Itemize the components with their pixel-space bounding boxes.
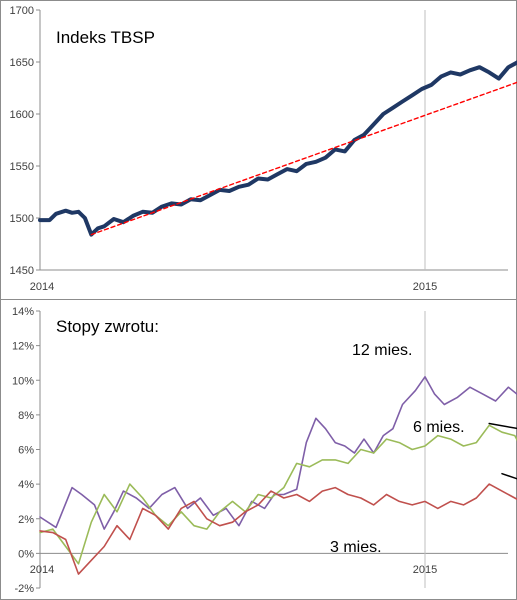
returns-chart-title: Stopy zwrotu: (56, 317, 159, 336)
trend-line-dashed (90, 81, 517, 236)
tbsp-chart-title: Indeks TBSP (56, 28, 155, 47)
x-tick-label: 2015 (413, 564, 437, 576)
y-tick-label: 2% (18, 514, 34, 526)
label-3-mies: 3 mies. (330, 539, 382, 556)
tbsp-y-tick-labels: 1450 1500 1550 1600 1650 1700 (10, 5, 40, 277)
y-tick-label: 1600 (10, 109, 34, 121)
y-tick-label: 1700 (10, 5, 34, 17)
y-tick-label: 1550 (10, 161, 34, 173)
y-tick-label: -2% (14, 583, 34, 595)
label-12-mies: 12 mies. (352, 342, 412, 359)
y-tick-label: 8% (18, 410, 34, 422)
returns-chart: -2% 0% 2% 4% 6% 8% 10% 12% 14% 2014 2015 Stopy zw… (12, 306, 517, 595)
y-tick-label: 1650 (10, 57, 34, 69)
tbsp-axes (39, 10, 508, 271)
y-tick-label: 1500 (10, 213, 34, 225)
y-tick-label: 14% (12, 306, 34, 318)
tbsp-index-chart: 1450 1500 1550 1600 1650 1700 2014 2015 Indeks… (10, 5, 517, 293)
x-tick-label: 2014 (30, 564, 54, 576)
series-line-6-mies (39, 424, 517, 565)
y-tick-label: 0% (18, 548, 34, 560)
tbsp-x-tick-labels: 2014 2015 (30, 281, 437, 293)
returns-x-tick-labels: 2014 2015 (30, 564, 437, 576)
returns-y-tick-labels: -2% 0% 2% 4% 6% 8% 10% 12% 14% (12, 306, 40, 595)
y-tick-label: 4% (18, 479, 34, 491)
tbsp-index-line (38, 60, 517, 237)
label-6-mies: 6 mies. (413, 419, 465, 436)
x-tick-label: 2014 (30, 281, 54, 293)
y-tick-label: 10% (12, 375, 34, 387)
series-line-12-mies (39, 376, 517, 530)
x-tick-label: 2015 (413, 281, 437, 293)
tbsp-series (38, 60, 517, 237)
series-line-3-mies (39, 483, 517, 575)
y-tick-label: 1450 (10, 265, 34, 277)
y-tick-label: 12% (12, 341, 34, 353)
returns-series (39, 376, 517, 575)
y-tick-label: 6% (18, 445, 34, 457)
